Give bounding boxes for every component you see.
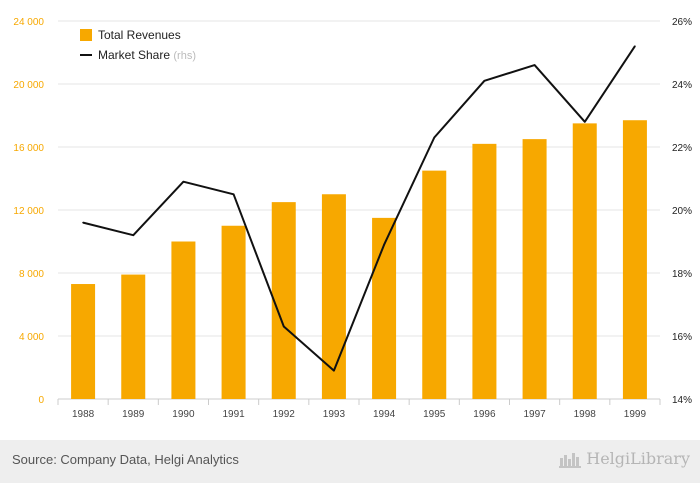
legend-label-revenues: Total Revenues <box>98 28 181 42</box>
brand-logo: HelgiLibrary <box>559 449 690 468</box>
market-share-point-1995 <box>433 136 436 139</box>
bar-1988 <box>71 284 96 399</box>
bar-1992 <box>271 202 296 399</box>
chart-canvas: 0 4 000 8 000 12 000 16 000 20 000 24 000 14% 16… <box>13 17 692 420</box>
x-tick-label: 1999 <box>624 409 647 420</box>
y-right-tick-label: 20% <box>672 206 692 217</box>
y-right-tick-label: 22% <box>672 143 692 154</box>
x-tick-label: 1995 <box>423 409 446 420</box>
market-share-point-1998 <box>583 121 586 123</box>
market-share-point-1988 <box>82 221 84 224</box>
source-text: Source: Company Data, Helgi Analytics <box>12 452 239 467</box>
market-share-point-1996 <box>483 80 486 82</box>
x-tick-label: 1996 <box>473 409 496 420</box>
y-right-tick-label: 14% <box>672 395 692 406</box>
y-left-tick-label: 0 <box>38 395 44 406</box>
market-share-point-1989 <box>132 234 135 236</box>
legend-rhs-suffix: (rhs) <box>173 50 196 62</box>
y-right-tick-label: 26% <box>672 17 692 28</box>
legend-label-market-share: Market Share (rhs) <box>98 48 196 62</box>
market-share-line <box>82 45 636 372</box>
x-tick-label: 1997 <box>523 409 546 420</box>
y-left-tick-label: 4 000 <box>19 332 44 343</box>
bar-1997 <box>522 139 547 399</box>
bar-1996 <box>472 143 497 399</box>
market-share-point-1993 <box>333 369 335 372</box>
y-right-tick-label: 24% <box>672 80 692 91</box>
x-tick-label: 1994 <box>373 409 396 420</box>
market-share-point-1992 <box>282 325 285 328</box>
bar-1995 <box>422 170 447 399</box>
y-right-tick-label: 16% <box>672 332 692 343</box>
x-tick-label: 1989 <box>122 409 145 420</box>
bar-1989 <box>121 274 146 399</box>
bar-1998 <box>572 123 597 399</box>
y-left-tick-label: 24 000 <box>13 17 44 28</box>
market-share-point-1990 <box>182 180 185 183</box>
library-icon <box>559 452 582 468</box>
y-left-tick-label: 12 000 <box>13 206 44 217</box>
y-left-tick-label: 20 000 <box>13 80 44 91</box>
x-tick-label: 1993 <box>323 409 346 420</box>
market-share-point-1991 <box>232 193 235 196</box>
x-tick-label: 1991 <box>222 409 245 420</box>
x-tick-label: 1990 <box>172 409 195 420</box>
market-share-point-1997 <box>533 64 536 66</box>
market-share-point-1999 <box>634 45 636 47</box>
x-tick-label: 1998 <box>574 409 597 420</box>
bar-1999 <box>622 120 647 399</box>
x-tick-label: 1988 <box>72 409 95 420</box>
y-left-tick-label: 8 000 <box>19 269 44 280</box>
legend-swatch-revenues <box>80 29 92 41</box>
bar-1994 <box>372 217 397 399</box>
bar-1991 <box>221 225 246 399</box>
bar-1990 <box>171 241 196 399</box>
x-tick-label: 1992 <box>273 409 296 420</box>
y-left-tick-label: 16 000 <box>13 143 44 154</box>
footer-bar <box>0 440 700 483</box>
brand-name: HelgiLibrary <box>586 449 690 468</box>
market-share-point-1994 <box>383 243 385 246</box>
y-right-tick-label: 18% <box>672 269 692 280</box>
